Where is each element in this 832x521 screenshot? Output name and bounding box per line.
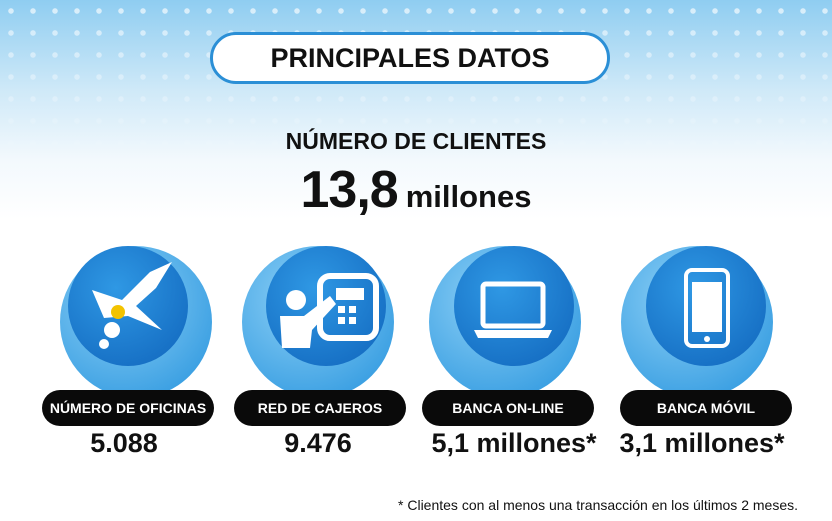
icon-offices — [60, 246, 212, 398]
card-value: 5,1 millones* — [431, 428, 597, 458]
card-label: BANCA ON-LINE — [422, 390, 594, 426]
title: PRINCIPALES DATOS — [210, 32, 610, 84]
card-label: BANCA MÓVIL — [620, 390, 792, 426]
icon-atm — [242, 246, 394, 398]
icon-phone — [621, 246, 773, 398]
highlight-label: NÚMERO DE CLIENTES — [285, 128, 547, 154]
card-value: 5.088 — [90, 428, 158, 458]
highlight-unit: millones — [405, 179, 532, 214]
footnote: * Clientes con al menos una transacción … — [398, 497, 798, 513]
card-label: NÚMERO DE OFICINAS — [42, 390, 214, 426]
highlight-number: 13,8 — [300, 161, 399, 219]
icon-laptop — [429, 246, 581, 398]
card-value: 3,1 millones* — [619, 428, 785, 458]
card-value: 9.476 — [284, 428, 352, 458]
card-label: RED DE CAJEROS — [234, 390, 406, 426]
highlight-value: 13,8 millones — [0, 160, 832, 220]
